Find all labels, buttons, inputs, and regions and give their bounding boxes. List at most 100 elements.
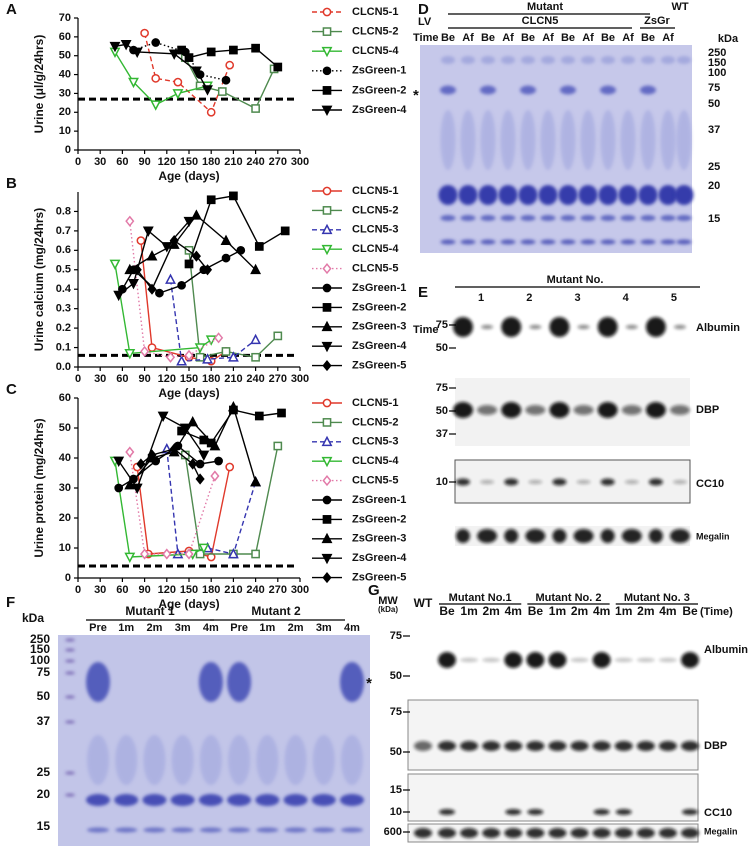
x-tick-label: 90 <box>138 156 150 168</box>
marker <box>125 215 135 227</box>
band <box>578 185 598 205</box>
y-tick-label: 0 <box>65 572 71 584</box>
marker <box>210 470 220 482</box>
marker-label: 15 <box>390 784 402 796</box>
x-tick-label: 30 <box>94 584 106 596</box>
lane-label: Pre <box>89 622 107 634</box>
band <box>311 794 336 806</box>
band <box>170 794 195 806</box>
band <box>676 110 692 170</box>
marker-label: 250 <box>708 47 726 59</box>
marker <box>184 53 194 62</box>
band <box>115 735 138 785</box>
band <box>636 741 655 751</box>
y-tick-label: 40 <box>59 452 71 464</box>
lane-label: 3m <box>316 622 332 634</box>
band <box>460 239 476 245</box>
band <box>312 827 335 833</box>
marker-label: 37 <box>708 124 720 136</box>
legend-label: ZsGreen-3 <box>352 321 406 333</box>
y-tick-label: 0.8 <box>56 205 71 217</box>
lane-label: 2m <box>637 604 654 618</box>
band <box>620 239 636 245</box>
band <box>660 239 676 245</box>
band <box>312 735 335 785</box>
band <box>597 317 618 337</box>
panel-letter: D <box>418 1 429 18</box>
mutant-number: 1 <box>478 292 484 304</box>
marker-label: 37 <box>37 714 51 728</box>
band <box>560 85 576 95</box>
marker <box>184 548 194 560</box>
band <box>526 652 545 668</box>
marker <box>221 75 231 85</box>
legend-label: CLCN5-1 <box>352 6 398 18</box>
x-tick-label: 90 <box>138 373 150 385</box>
marker-label: 75 <box>708 82 720 94</box>
legend-label: CLCN5-4 <box>352 45 399 57</box>
marker-label: 75 <box>436 319 448 331</box>
band <box>661 56 675 64</box>
series-line <box>136 466 231 558</box>
band <box>341 735 363 785</box>
band <box>115 827 138 833</box>
group-label: Mutant No. 2 <box>536 592 602 604</box>
band <box>477 529 498 543</box>
marker <box>184 349 194 361</box>
legend-label: CLCN5-3 <box>352 436 398 448</box>
y-axis-label: Urine protein (mg/24hrs) <box>32 418 46 557</box>
lane-label: 1m <box>549 604 566 618</box>
y-tick-label: 60 <box>59 31 71 43</box>
lane-label: 4m <box>593 604 610 618</box>
marker-label: 50 <box>37 689 51 703</box>
legend-marker <box>322 86 332 95</box>
marker <box>195 352 205 362</box>
y-axis-label: Urine calcium (mg/24hrs) <box>32 208 46 351</box>
marker <box>220 234 232 245</box>
marker <box>124 263 136 275</box>
lane-label: Be <box>641 32 655 44</box>
x-tick-label: 150 <box>180 584 198 596</box>
band <box>526 828 545 838</box>
x-tick-label: 120 <box>158 156 176 168</box>
band <box>482 828 501 838</box>
band <box>504 741 523 751</box>
lane-label: Be <box>528 604 544 618</box>
band <box>481 325 494 329</box>
y-tick-label: 0.4 <box>56 283 72 295</box>
band <box>199 735 222 785</box>
band <box>681 652 699 668</box>
band <box>527 809 544 815</box>
y-tick-label: 10 <box>59 542 71 554</box>
band <box>453 317 473 337</box>
group-label: Mutant <box>527 1 563 13</box>
band <box>648 478 663 486</box>
band <box>598 185 618 205</box>
marker-label: 600 <box>384 826 402 838</box>
x-tick-label: 270 <box>269 373 287 385</box>
marker <box>140 28 149 38</box>
marker <box>131 47 143 58</box>
band <box>548 652 567 668</box>
band <box>65 638 75 642</box>
band <box>573 405 594 415</box>
lane-label: Be <box>441 32 455 44</box>
legend-label: ZsGreen-1 <box>352 494 406 506</box>
marker <box>225 60 235 70</box>
marker <box>206 107 216 117</box>
band <box>548 828 567 838</box>
legend-label: ZsGreen-5 <box>352 572 406 584</box>
band <box>498 185 518 205</box>
band <box>461 56 475 64</box>
marker-label: 50 <box>436 342 448 354</box>
band <box>660 110 676 170</box>
marker <box>146 250 158 261</box>
legend-marker <box>322 303 332 312</box>
y-tick-label: 30 <box>59 482 71 494</box>
band <box>570 741 589 751</box>
y-tick-label: 40 <box>59 68 71 80</box>
band <box>199 827 222 833</box>
marker-label: 37 <box>436 428 448 440</box>
lane-label: 4m <box>344 622 360 634</box>
marker-label: 10 <box>436 476 448 488</box>
